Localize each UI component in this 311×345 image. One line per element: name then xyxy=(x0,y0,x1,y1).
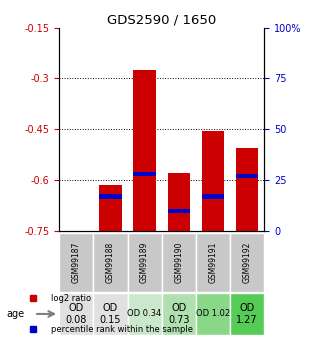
Bar xyxy=(59,293,93,335)
Bar xyxy=(93,293,128,335)
Bar xyxy=(99,185,122,231)
Bar xyxy=(168,174,190,231)
Text: percentile rank within the sample: percentile rank within the sample xyxy=(51,325,193,334)
Text: OD 0.34: OD 0.34 xyxy=(128,309,162,318)
Text: age: age xyxy=(6,309,25,319)
Bar xyxy=(230,293,264,335)
Bar xyxy=(236,174,258,178)
Text: GSM99190: GSM99190 xyxy=(174,241,183,283)
Text: OD
1.27: OD 1.27 xyxy=(236,303,258,325)
Text: GSM99191: GSM99191 xyxy=(209,241,217,283)
Bar xyxy=(99,194,122,199)
Bar xyxy=(202,194,224,199)
Bar xyxy=(236,148,258,231)
Text: OD 1.02: OD 1.02 xyxy=(196,309,230,318)
Text: OD
0.08: OD 0.08 xyxy=(66,303,87,325)
Bar xyxy=(133,172,156,176)
Text: GSM99192: GSM99192 xyxy=(243,241,252,283)
Text: log2 ratio: log2 ratio xyxy=(51,294,91,303)
Bar xyxy=(133,70,156,231)
Bar xyxy=(230,233,264,292)
Bar xyxy=(59,233,93,292)
Bar xyxy=(196,233,230,292)
Title: GDS2590 / 1650: GDS2590 / 1650 xyxy=(107,13,216,27)
Text: OD
0.15: OD 0.15 xyxy=(100,303,121,325)
Text: OD
0.73: OD 0.73 xyxy=(168,303,190,325)
Bar xyxy=(196,293,230,335)
Bar xyxy=(128,233,162,292)
Text: GSM99188: GSM99188 xyxy=(106,241,115,283)
Bar xyxy=(168,209,190,213)
Text: GSM99187: GSM99187 xyxy=(72,241,81,283)
Text: GSM99189: GSM99189 xyxy=(140,241,149,283)
Bar xyxy=(202,131,224,231)
Bar xyxy=(162,233,196,292)
Bar xyxy=(93,233,128,292)
Bar xyxy=(162,293,196,335)
Bar xyxy=(128,293,162,335)
